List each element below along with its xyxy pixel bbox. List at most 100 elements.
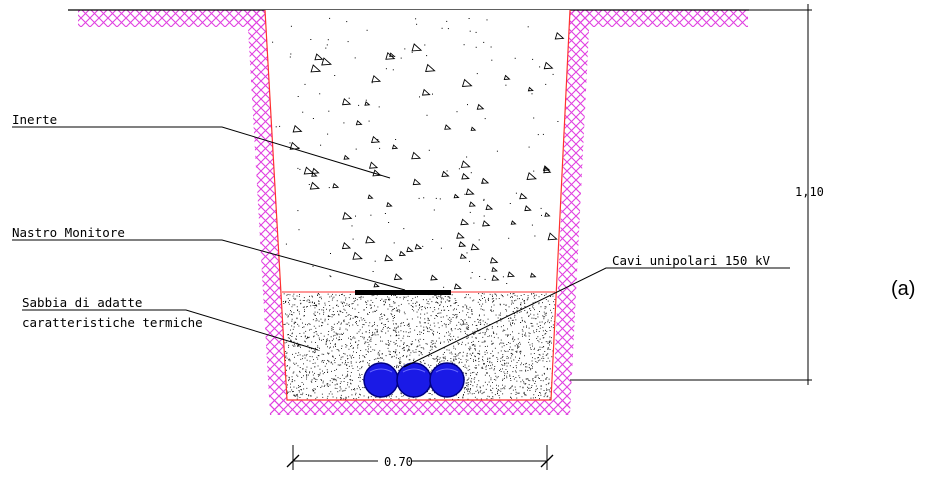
aggregate-triangle-icon [542,165,551,171]
ground-left-band [78,10,265,27]
cable-3-sheen [435,368,459,373]
aggregate-triangle-icon [491,266,498,272]
aggregate-triangle-icon [468,201,476,207]
aggregate-triangle-icon [444,124,452,130]
aggregate-triangle-icon [527,86,534,92]
aggregate-triangle-icon [332,182,340,189]
cable-2-sheen [402,368,426,373]
aggregate-triangle-icon [391,144,399,150]
warning-tape [355,290,451,295]
aggregate-triangle-icon [406,246,414,253]
aggregate-triangle-icon [314,53,324,61]
aggregate-triangle-icon [309,181,320,190]
label-nastro-monitore: Nastro Monitore [12,225,125,240]
width-dimension-value: 0.70 [384,455,413,469]
inert-aggregate-symbols [272,17,565,290]
trench-left-wall-soil [247,10,287,415]
aggregate-triangle-icon [458,241,467,248]
aggregate-triangle-icon [543,61,554,70]
aggregate-triangle-icon [430,274,439,281]
cable-3 [429,362,465,398]
aggregate-triangle-icon [476,103,485,110]
aggregate-triangle-icon [481,177,490,184]
aggregate-triangle-icon [371,74,382,83]
aggregate-triangle-icon [365,235,376,244]
aggregate-triangle-icon [385,51,396,60]
aggregate-triangle-icon [342,211,353,220]
sand-dots-texture [282,293,556,400]
ground-right-band [570,10,748,27]
aggregate-triangle-icon [303,166,315,175]
aggregate-triangle-icon [453,193,460,199]
aggregate-triangle-icon [510,220,517,225]
aggregate-triangle-icon [482,220,491,227]
trench-bottom-soil [270,400,570,415]
aggregate-triangle-icon [460,218,470,226]
aggregate-triangle-icon [411,43,423,52]
aggregate-triangle-icon [386,201,393,207]
aggregate-triangle-icon [367,194,374,199]
aggregate-triangle-icon [292,124,303,133]
trench-outline [264,9,571,401]
cable-1-sheen [369,368,393,373]
aggregate-triangle-icon [393,273,403,281]
leader-inerte [12,126,391,179]
aggregate-triangle-icon [352,251,363,260]
cable-1 [363,362,399,398]
aggregate-triangle-icon [554,31,565,40]
label-cavi-unipolari: Cavi unipolari 150 kV [612,253,771,268]
aggregate-triangle-icon [355,119,363,126]
aggregate-triangle-icon [459,253,467,259]
height-dimension: 1,10 [570,4,824,385]
height-dimension-value: 1,10 [795,185,824,199]
aggregate-triangle-icon [341,241,352,250]
aggregate-triangle-icon [310,64,322,73]
aggregate-triangle-icon [519,192,528,200]
aggregate-triangle-icon [491,274,500,281]
aggregate-triangle-icon [547,232,558,241]
aggregate-triangle-icon [398,250,407,257]
aggregate-triangle-icon [364,101,371,106]
cable-group [363,362,465,398]
aggregate-triangle-icon [461,78,473,87]
aggregate-triangle-icon [311,171,318,177]
label-sabbia-line1: Sabbia di adatte [22,295,142,310]
aggregate-triangle-icon [370,135,381,144]
aggregate-triangle-icon [465,188,475,195]
aggregate-triangle-icon [524,205,532,212]
aggregate-triangle-icon [412,178,422,186]
figure-label: (a) [891,278,915,300]
inert-fill-layer [265,10,570,292]
aggregate-triangle-icon [544,211,551,217]
aggregate-triangle-icon [411,151,422,160]
aggregate-triangle-icon [460,160,471,168]
aggregate-triangle-icon [461,172,470,180]
aggregate-triangle-icon [343,154,350,160]
aggregate-triangle-icon [421,88,431,96]
aggregate-triangle-icon [311,167,320,174]
leader-cavi [403,267,790,368]
aggregate-triangle-icon [321,57,332,66]
soil-hatch [78,10,748,415]
aggregate-triangle-icon [485,204,494,211]
aggregate-triangle-icon [341,97,352,106]
aggregate-triangle-icon [368,161,379,169]
label-sabbia-line2: caratteristiche termiche [22,315,203,330]
aggregate-triangle-icon [373,282,380,288]
aggregate-triangle-icon [384,254,394,262]
aggregate-triangle-icon [425,63,436,72]
aggregate-triangle-icon [414,243,423,250]
aggregate-triangle-icon [507,271,515,278]
aggregate-triangle-icon [470,126,477,131]
leader-nastro [12,239,406,291]
aggregate-triangle-icon [453,283,462,290]
aggregate-triangle-icon [470,243,480,251]
cable-2 [396,362,432,398]
leader-sabbia [22,309,319,351]
aggregate-triangle-icon [529,272,537,278]
width-dimension: 0.70 [286,445,554,470]
aggregate-triangle-icon [489,256,499,264]
aggregate-triangle-icon [526,171,537,181]
label-inerte: Inerte [12,112,57,127]
